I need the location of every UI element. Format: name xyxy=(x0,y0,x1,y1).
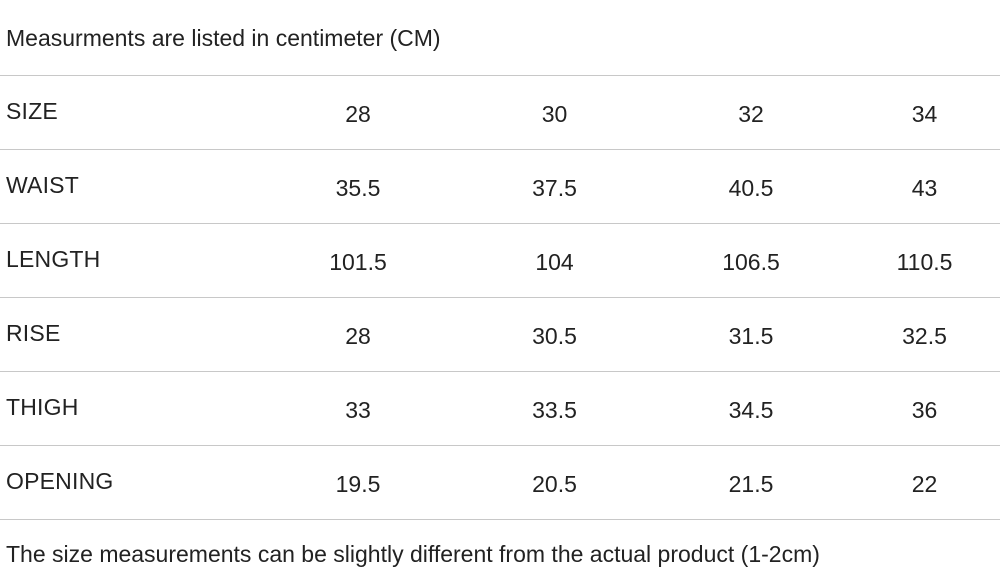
table-cell: 36 xyxy=(849,371,1000,446)
cell-value: 22 xyxy=(911,470,938,497)
table-row-thigh: THIGH 33 33.5 34.5 36 xyxy=(0,369,1000,446)
table-cell: 31.5 xyxy=(653,297,849,372)
cell-value: 35.5 xyxy=(335,174,381,201)
cell-value: 34 xyxy=(911,100,938,127)
cell-value: 30 xyxy=(541,100,568,127)
cell-value: 34.5 xyxy=(728,396,774,423)
row-label: LENGTH xyxy=(0,221,260,296)
cell-value: 37.5 xyxy=(532,174,577,201)
cell-value: 101.5 xyxy=(329,248,387,275)
size-disclaimer-note: The size measurements can be slightly di… xyxy=(6,541,820,567)
table-cell: 19.5 xyxy=(260,445,456,520)
table-cell: 101.5 xyxy=(260,223,456,298)
cell-value: 32 xyxy=(738,100,764,127)
cell-value: 28 xyxy=(345,322,371,349)
table-cell: 30 xyxy=(456,75,653,150)
cell-value: 43 xyxy=(911,174,938,201)
table-cell: 28 xyxy=(260,75,456,150)
row-label: SIZE xyxy=(0,73,260,148)
cell-value: 31.5 xyxy=(728,322,774,349)
table-cell: 104 xyxy=(456,223,653,298)
table-cell: 32 xyxy=(653,75,849,150)
table-row-rise: RISE 28 30.5 31.5 32.5 xyxy=(0,295,1000,372)
table-cell: 30.5 xyxy=(456,297,653,372)
table-cell: 110.5 xyxy=(849,223,1000,298)
cell-value: 20.5 xyxy=(532,470,577,497)
cell-value: 40.5 xyxy=(728,174,774,201)
table-cell: 32.5 xyxy=(849,297,1000,372)
table-row-size: SIZE 28 30 32 34 xyxy=(0,73,1000,150)
row-label: OPENING xyxy=(0,443,260,518)
table-cell: 43 xyxy=(849,149,1000,224)
cell-value: 21.5 xyxy=(728,470,774,497)
table-row-waist: WAIST 35.5 37.5 40.5 43 xyxy=(0,147,1000,224)
cell-value: 104 xyxy=(535,248,574,275)
table-cell: 34.5 xyxy=(653,371,849,446)
table-cell: 35.5 xyxy=(260,149,456,224)
size-chart-table: SIZE 28 30 32 34 WAIST 35.5 37.5 40.5 43… xyxy=(0,73,1000,520)
table-cell: 37.5 xyxy=(456,149,653,224)
row-label: RISE xyxy=(0,295,260,370)
row-label: THIGH xyxy=(0,369,260,444)
table-cell: 21.5 xyxy=(653,445,849,520)
table-cell: 33.5 xyxy=(456,371,653,446)
row-label: WAIST xyxy=(0,147,260,222)
cell-value: 30.5 xyxy=(532,322,577,349)
table-cell: 22 xyxy=(849,445,1000,520)
cell-value: 32.5 xyxy=(902,322,947,349)
cell-value: 33.5 xyxy=(532,396,577,423)
cell-value: 106.5 xyxy=(722,248,780,275)
table-cell: 20.5 xyxy=(456,445,653,520)
table-row-opening: OPENING 19.5 20.5 21.5 22 xyxy=(0,443,1000,520)
table-cell: 106.5 xyxy=(653,223,849,298)
cell-value: 28 xyxy=(345,100,371,127)
table-cell: 28 xyxy=(260,297,456,372)
table-cell: 33 xyxy=(260,371,456,446)
cell-value: 33 xyxy=(345,396,371,423)
cell-value: 36 xyxy=(911,396,938,423)
table-row-length: LENGTH 101.5 104 106.5 110.5 xyxy=(0,221,1000,298)
table-cell: 40.5 xyxy=(653,149,849,224)
cell-value: 19.5 xyxy=(335,470,381,497)
table-cell: 34 xyxy=(849,75,1000,150)
cell-value: 110.5 xyxy=(896,248,953,275)
measurement-unit-note: Measurments are listed in centimeter (CM… xyxy=(6,25,441,51)
